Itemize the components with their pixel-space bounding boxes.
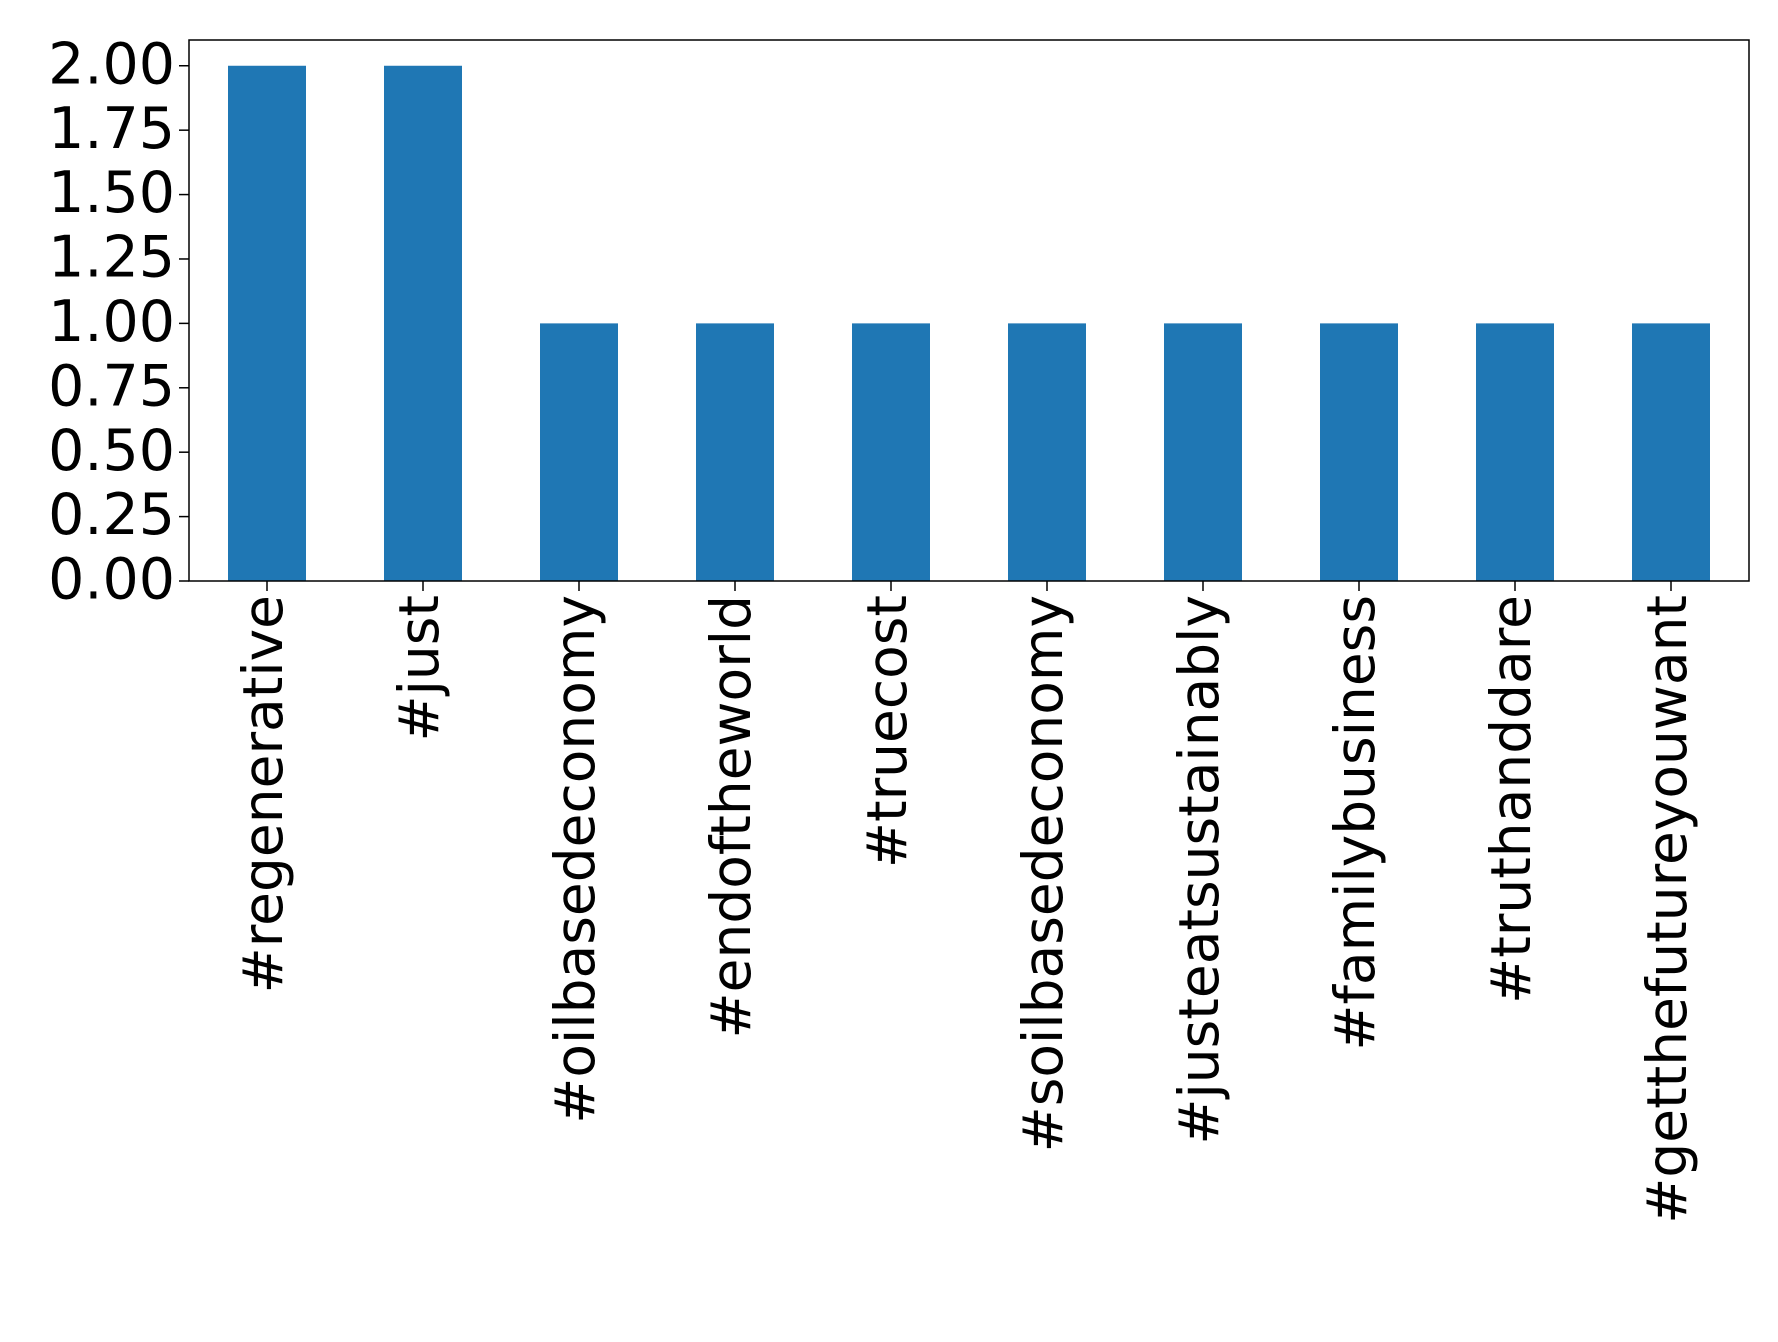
bar (228, 65, 306, 581)
y-tick-label: 1.00 (48, 289, 175, 355)
y-tick-label: 1.75 (48, 96, 175, 162)
x-tick-label: #truecost (855, 595, 919, 868)
y-tick-label: 1.25 (48, 225, 175, 291)
bar (1476, 323, 1554, 581)
x-tick-label: #justeatsustainably (1167, 595, 1231, 1145)
y-tick-label: 1.50 (48, 160, 175, 226)
bar (1632, 323, 1710, 581)
bar (1320, 323, 1398, 581)
x-tick-label: #soilbasedeconomy (1011, 595, 1075, 1152)
x-tick-label: #oilbasedeconomy (543, 595, 607, 1124)
bar (852, 323, 930, 581)
bar (1008, 323, 1086, 581)
y-tick-label: 0.00 (48, 547, 175, 613)
y-tick-label: 0.75 (48, 353, 175, 419)
y-tick-label: 0.50 (48, 418, 175, 484)
x-tick-label: #just (387, 595, 451, 741)
y-tick-label: 2.00 (48, 31, 175, 97)
x-tick-label: #endoftheworld (699, 595, 763, 1038)
bar (540, 323, 618, 581)
x-tick-label: #truthanddare (1479, 595, 1543, 1004)
x-tick-label: #familybusiness (1323, 595, 1387, 1051)
bar (696, 323, 774, 581)
bar (1164, 323, 1242, 581)
bar (384, 65, 462, 581)
x-tick-label: #regenerative (231, 595, 295, 993)
y-tick-label: 0.25 (48, 482, 175, 548)
plot-frame (188, 39, 1750, 582)
x-tick-label: #getthefutureyouwant (1635, 595, 1699, 1224)
